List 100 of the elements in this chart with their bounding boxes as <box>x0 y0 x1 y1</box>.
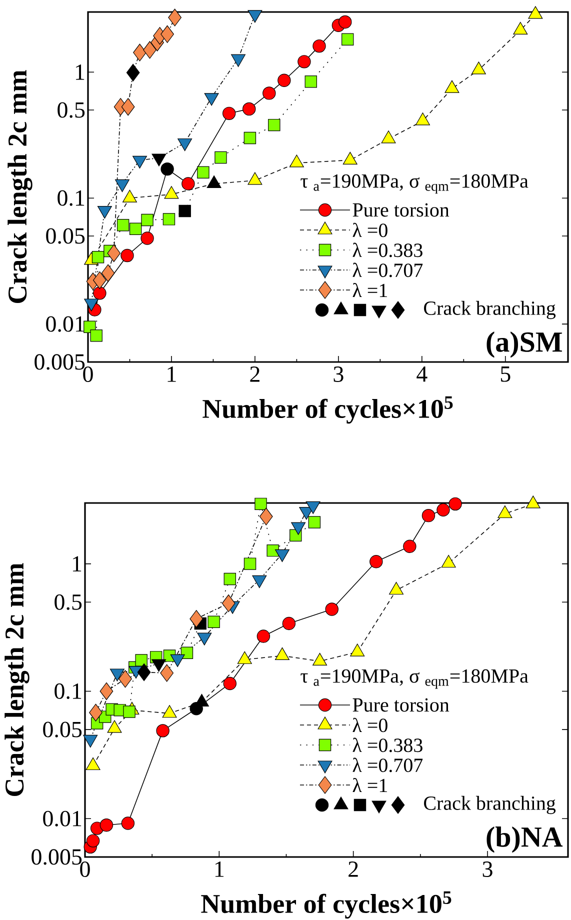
point <box>180 646 194 659</box>
point <box>224 572 236 586</box>
x-tick-label: 5 <box>500 366 510 382</box>
legend-label: λ =0.707 <box>352 758 423 772</box>
point <box>298 55 311 68</box>
point <box>141 214 154 226</box>
x-axis-title: Number of cycles×10$^{5}$ <box>202 396 453 424</box>
legend-label: Pure torsion <box>352 203 450 217</box>
point <box>92 251 104 264</box>
point <box>197 166 210 178</box>
point <box>278 74 291 87</box>
x-tick-label: 2 <box>348 862 358 877</box>
point <box>160 162 174 176</box>
legend-label: λ =0.707 <box>352 262 423 278</box>
legend-label: λ =0.383 <box>352 738 422 752</box>
y-tick-label: 0.05 <box>46 228 85 244</box>
point <box>308 516 321 528</box>
annotation: Crack branching <box>424 300 556 320</box>
point <box>101 264 115 282</box>
point <box>242 102 256 116</box>
x-tick-label: 1 <box>168 366 176 382</box>
x-tick-label: 3 <box>334 366 344 382</box>
point <box>222 106 236 120</box>
y-tick-label: 0.05 <box>43 722 82 738</box>
point <box>168 8 182 26</box>
point <box>182 177 195 190</box>
point <box>256 630 270 643</box>
point <box>259 508 273 526</box>
y-tick-label: 1 <box>76 64 84 80</box>
point <box>121 98 135 116</box>
x-tick-label: 4 <box>416 366 428 382</box>
legend-label: Pure torsion <box>352 698 450 712</box>
point <box>118 670 132 688</box>
legend-label: λ =1 <box>352 778 387 792</box>
point <box>126 64 140 82</box>
text: (b)NA <box>486 826 563 853</box>
y-axis-title: Crack length 2c mm <box>8 70 32 304</box>
point <box>123 706 136 718</box>
point <box>342 33 354 46</box>
point <box>93 271 106 289</box>
legend-title: τ $_{a}$=190MPa, σ $_{eqm}$=180MPa <box>300 174 528 194</box>
y-axis-title: Crack length 2c mm <box>4 563 30 796</box>
y-tick-label: 0.01 <box>43 810 82 826</box>
point <box>156 724 170 738</box>
point <box>282 616 296 630</box>
y-tick-label: 0.005 <box>32 849 82 865</box>
point <box>89 704 102 722</box>
point <box>129 222 142 235</box>
y-tick-label: 0.1 <box>54 683 82 700</box>
y-tick-label: 0.5 <box>54 594 82 610</box>
point <box>338 15 352 29</box>
point <box>254 498 267 510</box>
point <box>262 86 276 100</box>
point <box>268 118 280 132</box>
legend-title: τ $_{a}$=190MPa, σ $_{eqm}$=180MPa <box>300 669 528 689</box>
point <box>135 654 148 666</box>
point <box>312 39 326 53</box>
point <box>422 508 436 522</box>
annotation: Crack branching <box>424 796 556 814</box>
point <box>116 219 130 232</box>
y-tick-label: 0.1 <box>58 190 84 206</box>
point <box>133 44 146 62</box>
point <box>223 676 236 690</box>
point <box>325 602 338 616</box>
legend-label: λ =1 <box>352 282 387 298</box>
point <box>121 816 135 830</box>
y-tick-label: 0.5 <box>58 102 85 118</box>
x-tick-label: 2 <box>250 366 260 382</box>
point <box>448 497 462 511</box>
legend-label: λ =0.383 <box>352 242 422 258</box>
point <box>90 330 102 342</box>
text: (a)SM <box>486 331 562 358</box>
point <box>244 132 256 144</box>
point <box>208 616 220 628</box>
point <box>162 213 176 226</box>
x-axis-title: Number of cycles×10$^{5}$ <box>201 891 452 919</box>
point <box>160 25 174 43</box>
point <box>143 41 156 59</box>
point <box>120 248 134 262</box>
point <box>214 151 227 164</box>
point <box>370 555 383 568</box>
point <box>100 682 114 700</box>
point <box>86 834 100 848</box>
point <box>137 663 151 682</box>
point <box>93 286 106 300</box>
point <box>222 594 236 612</box>
point <box>140 232 154 245</box>
point <box>107 244 121 262</box>
y-tick-label: 1 <box>72 556 82 572</box>
x-tick-label: 0 <box>83 366 93 382</box>
legend-label: λ =0 <box>352 718 388 732</box>
point <box>403 540 416 553</box>
legend-label: λ =0 <box>352 222 388 238</box>
point <box>100 818 114 832</box>
point <box>244 558 256 570</box>
point <box>190 610 204 628</box>
x-tick-label: 3 <box>482 862 492 877</box>
x-tick-label: 1 <box>215 862 224 877</box>
point <box>160 664 174 682</box>
point <box>436 503 450 516</box>
